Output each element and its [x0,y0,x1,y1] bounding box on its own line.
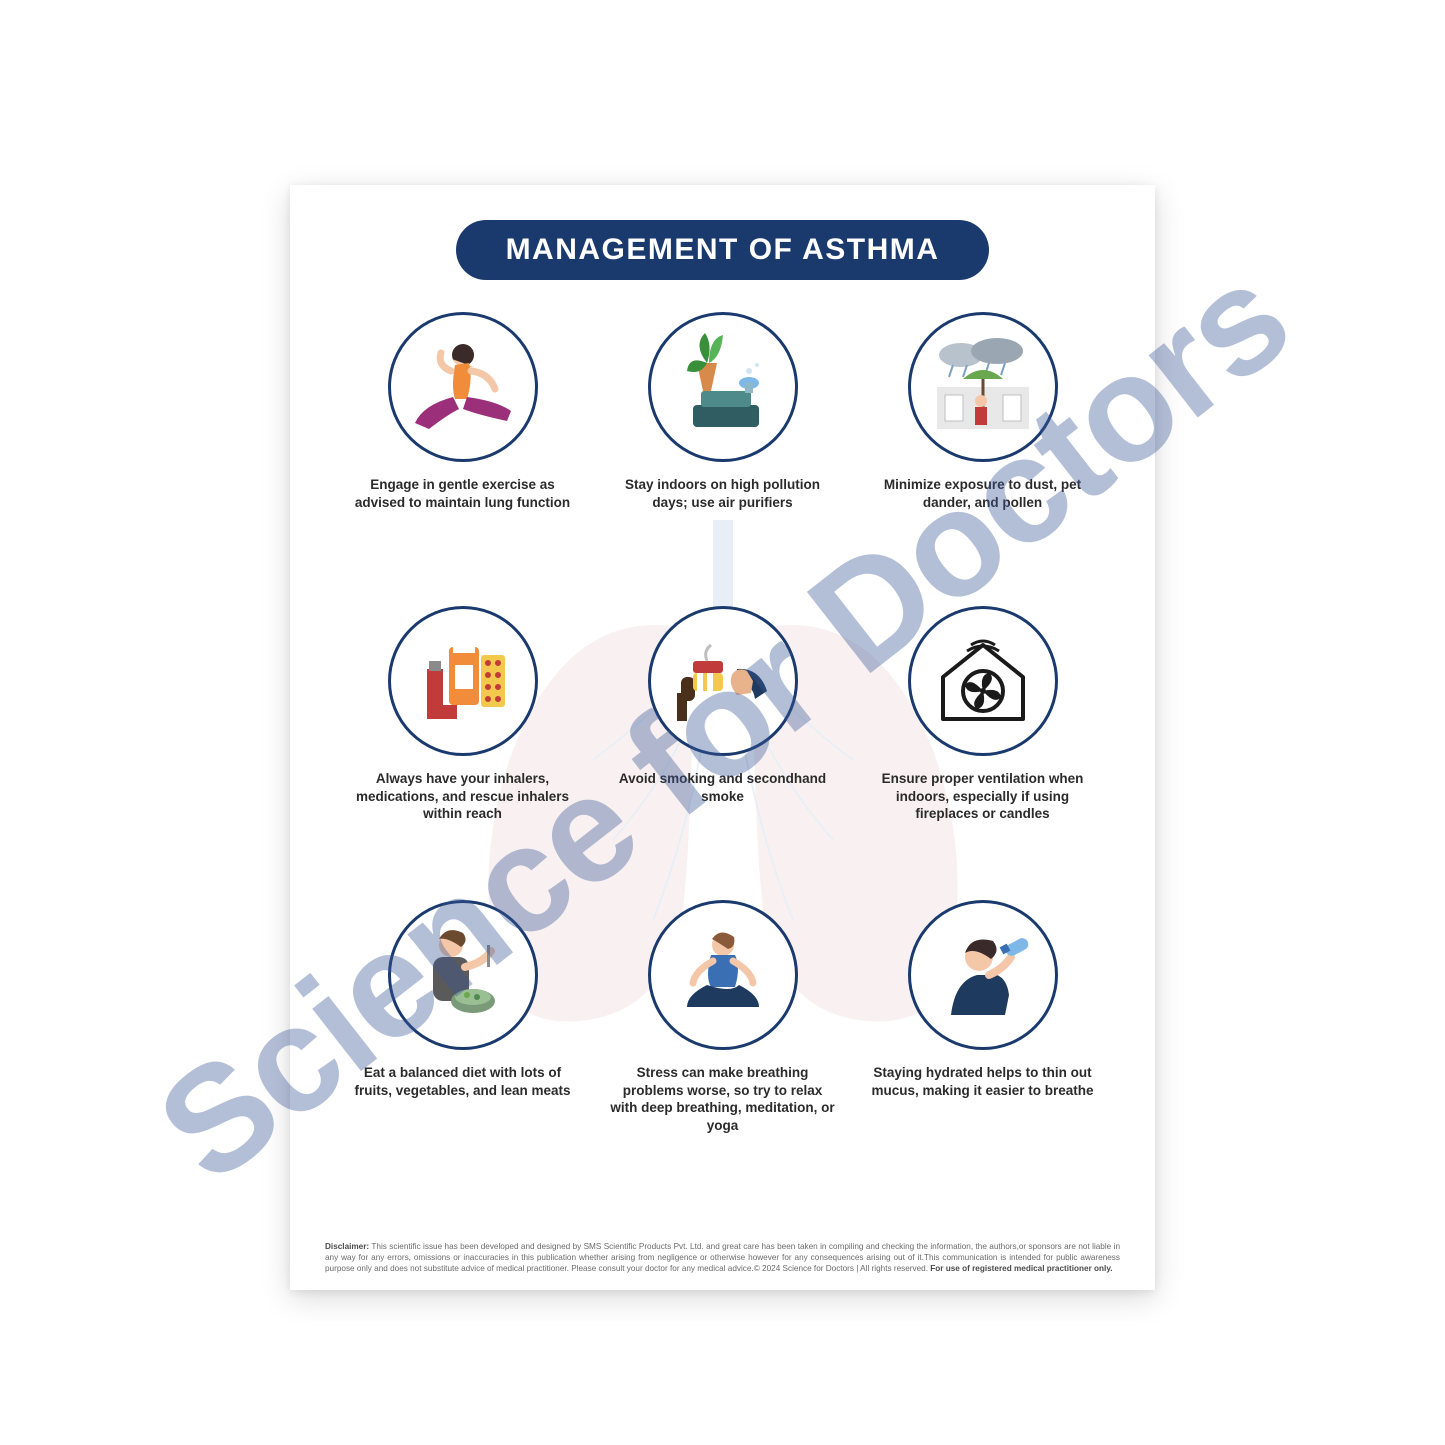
inhaler-meds-icon [403,621,523,741]
icon-circle [388,606,538,756]
tip-caption: Avoid smoking and secondhand smoke [610,770,835,805]
no-smoking-icon [663,621,783,741]
rain-shelter-icon [923,327,1043,447]
tip-cell: Stay indoors on high pollution days; use… [610,312,835,546]
house-fan-icon [923,621,1043,741]
icon-circle [388,312,538,462]
title-pill: MANAGEMENT OF ASTHMA [456,220,990,280]
tips-grid: Engage in gentle exercise as advised to … [330,312,1115,1135]
tip-cell: Engage in gentle exercise as advised to … [350,312,575,546]
disclaimer-label: Disclaimer: [325,1242,369,1251]
tip-cell: Stress can make breathing problems worse… [610,900,835,1134]
tip-cell: Staying hydrated helps to thin out mucus… [870,900,1095,1134]
plant-purifier-icon [663,327,783,447]
tip-caption: Stay indoors on high pollution days; use… [610,476,835,511]
tip-cell: Ensure proper ventilation when indoors, … [870,606,1095,840]
icon-circle [648,606,798,756]
poster-card: MANAGEMENT OF ASTHMA Engage in gentle ex… [290,185,1155,1290]
yoga-stretch-icon [403,327,523,447]
disclaimer-tail: For use of registered medical practition… [930,1264,1112,1273]
tip-cell: Avoid smoking and secondhand smoke [610,606,835,840]
tip-caption: Always have your inhalers, medications, … [350,770,575,823]
tip-caption: Staying hydrated helps to thin out mucus… [870,1064,1095,1099]
tip-caption: Stress can make breathing problems worse… [610,1064,835,1134]
icon-circle [908,900,1058,1050]
tip-cell: Always have your inhalers, medications, … [350,606,575,840]
tip-caption: Engage in gentle exercise as advised to … [350,476,575,511]
disclaimer-text: Disclaimer: This scientific issue has be… [325,1241,1120,1274]
tip-caption: Ensure proper ventilation when indoors, … [870,770,1095,823]
balanced-diet-icon [403,915,523,1035]
icon-circle [388,900,538,1050]
tip-caption: Eat a balanced diet with lots of fruits,… [350,1064,575,1099]
meditation-icon [663,915,783,1035]
icon-circle [648,312,798,462]
drinking-water-icon [923,915,1043,1035]
icon-circle [908,606,1058,756]
tip-cell: Minimize exposure to dust, pet dander, a… [870,312,1095,546]
icon-circle [648,900,798,1050]
tip-cell: Eat a balanced diet with lots of fruits,… [350,900,575,1134]
icon-circle [908,312,1058,462]
tip-caption: Minimize exposure to dust, pet dander, a… [870,476,1095,511]
